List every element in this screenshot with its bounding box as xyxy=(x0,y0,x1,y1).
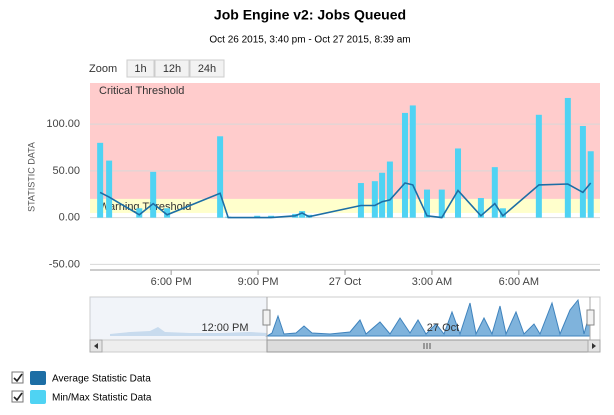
plot-band xyxy=(90,83,600,199)
bar xyxy=(150,171,157,218)
navigator-area-faded xyxy=(110,327,267,336)
bar xyxy=(438,189,445,218)
bar xyxy=(268,215,275,218)
bar xyxy=(97,142,104,218)
legend-check[interactable] xyxy=(13,373,23,383)
grid xyxy=(90,123,600,265)
bar xyxy=(379,172,386,218)
scrollbar-thumb[interactable] xyxy=(266,339,591,353)
x-tick-label: 3:00 AM xyxy=(412,276,452,288)
zoom-button-label[interactable]: 1h xyxy=(134,63,146,75)
y-axis-label: STATISTIC DATA xyxy=(26,142,36,212)
y-tick-label: 50.00 xyxy=(52,165,80,177)
bar xyxy=(254,215,261,218)
bar xyxy=(424,189,431,218)
marks xyxy=(97,97,594,219)
grip xyxy=(423,343,431,349)
y-tick-label: 0.00 xyxy=(59,212,80,224)
zoom-button-label[interactable]: 24h xyxy=(198,63,216,75)
bar xyxy=(409,105,416,218)
y-tick-label: 100.00 xyxy=(46,118,80,130)
zoom-button[interactable] xyxy=(126,59,155,78)
bar xyxy=(579,126,586,218)
x-tick-label: 27 Oct xyxy=(329,276,361,288)
navigator-mask xyxy=(90,297,267,340)
zoom-button-label[interactable]: 12h xyxy=(163,63,181,75)
bar xyxy=(587,151,594,218)
legend-checkbox[interactable] xyxy=(11,371,24,384)
navigator-area xyxy=(265,298,591,337)
bar xyxy=(491,167,498,218)
bar xyxy=(357,183,364,218)
legend-check[interactable] xyxy=(13,392,23,402)
bar xyxy=(299,211,306,218)
arrow xyxy=(592,343,596,349)
y-tick-label: -50.00 xyxy=(49,258,80,270)
zoom-button[interactable] xyxy=(189,59,225,78)
bar xyxy=(217,136,224,218)
line xyxy=(99,182,592,219)
x-tick-label: 6:00 AM xyxy=(499,276,539,288)
bar xyxy=(477,198,484,218)
arrow xyxy=(94,343,98,349)
legend: Average Statistic Data Min/Max Statistic … xyxy=(11,371,152,404)
bar xyxy=(136,208,143,218)
zoom-button[interactable] xyxy=(154,59,190,78)
legend-label[interactable]: Average Statistic Data xyxy=(52,374,151,385)
legend-swatch[interactable] xyxy=(30,371,46,385)
legend-swatch[interactable] xyxy=(30,390,46,404)
zoom-label: Zoom xyxy=(89,63,117,75)
bar xyxy=(564,97,571,218)
legend-checkbox[interactable] xyxy=(11,390,24,403)
chart-title: Job Engine v2: Jobs Queued xyxy=(214,7,406,23)
bar xyxy=(106,160,113,218)
bar xyxy=(499,208,506,218)
navigator-handle[interactable] xyxy=(586,309,595,326)
bar xyxy=(455,148,462,218)
bar xyxy=(535,114,542,218)
plot-band-label: Critical Threshold xyxy=(99,85,184,97)
navigator: 12:00 PM 27 Oct xyxy=(89,296,601,353)
bar xyxy=(164,208,171,218)
x-tick-label: 9:00 PM xyxy=(238,276,279,288)
zoom-buttons: 1h 12h 24h xyxy=(126,59,225,78)
bar xyxy=(371,181,378,218)
bar xyxy=(386,161,393,218)
chart-subtitle: Oct 26 2015, 3:40 pm - Oct 27 2015, 8:39… xyxy=(209,35,410,46)
navigator-label: 27 Oct xyxy=(427,322,459,334)
x-tick-label: 6:00 PM xyxy=(151,276,192,288)
navigator-handle[interactable] xyxy=(262,309,271,326)
bar xyxy=(401,112,408,218)
navigator-label: 12:00 PM xyxy=(201,322,248,334)
axes: -50.00 0.00 50.00 100.00 6:00 PM 9:00 PM 27 Oc… xyxy=(46,118,600,288)
legend-label[interactable]: Min/Max Statistic Data xyxy=(52,393,152,404)
